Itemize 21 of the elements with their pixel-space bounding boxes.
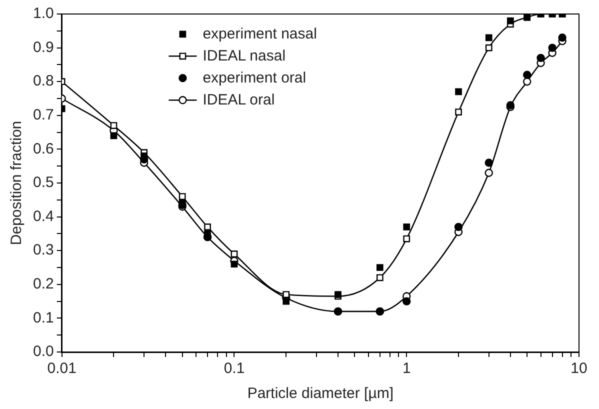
- y-tick-label: 0.2: [32, 276, 54, 293]
- y-tick-label: 0.8: [32, 72, 54, 90]
- legend-label: IDEAL oral: [202, 91, 275, 108]
- x-tick-label: 1: [402, 360, 411, 378]
- x-tick-label: 0.1: [224, 360, 245, 378]
- legend-label: IDEAL nasal: [202, 47, 286, 64]
- y-tick-label: 0.3: [32, 242, 54, 259]
- x-tick-label: 0.01: [47, 360, 76, 378]
- y-tick-label: 0.6: [32, 140, 54, 158]
- legend-label: experiment oral: [202, 69, 306, 86]
- x-tick-label: 10: [570, 360, 588, 378]
- y-tick-label: 0.7: [32, 106, 54, 124]
- y-tick-label: 0.4: [32, 208, 54, 225]
- y-tick-label: 0.0: [32, 343, 54, 360]
- y-tick-label: 1.0: [32, 5, 54, 22]
- x-axis-title: Particle diameter [µm]: [247, 385, 394, 402]
- y-tick-label: 0.9: [32, 38, 54, 56]
- legend-label: experiment nasal: [202, 25, 317, 42]
- y-axis-title: Deposition fraction: [8, 120, 26, 246]
- y-tick-label: 0.1: [32, 309, 54, 326]
- y-tick-label: 0.5: [32, 174, 54, 192]
